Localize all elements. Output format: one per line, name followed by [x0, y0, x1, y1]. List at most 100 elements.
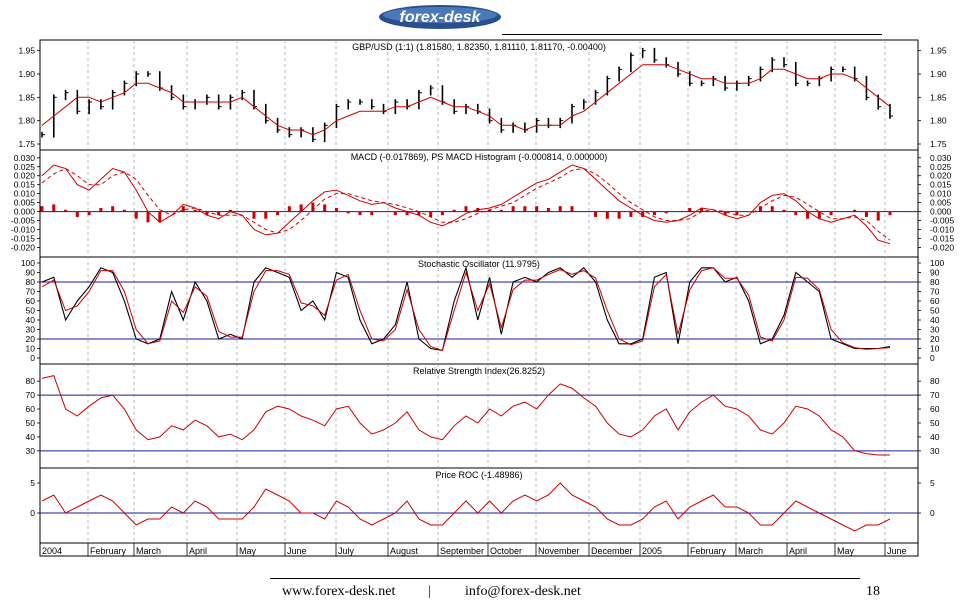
histogram-bar: [393, 211, 397, 216]
y-tick-label-right: 30: [930, 446, 940, 456]
y-tick-label-left: 0.030: [14, 153, 36, 163]
panel-title: Relative Strength Index(26.8252): [413, 366, 545, 376]
histogram-bar: [582, 211, 586, 213]
histogram-bar: [452, 209, 456, 212]
y-tick-label-right: 40: [930, 432, 940, 442]
panel-roc: Price ROC (-1.48986) 0 0 5 5: [30, 470, 935, 532]
histogram-bar: [405, 211, 409, 216]
histogram-bar: [464, 206, 468, 212]
histogram-bar: [488, 209, 492, 212]
histogram-bar: [181, 206, 185, 212]
y-tick-label-left: 40: [26, 432, 36, 442]
y-tick-label-right: 0.025: [930, 162, 952, 172]
histogram-bar: [64, 209, 68, 212]
histogram-bar: [605, 211, 609, 219]
histogram-bar: [664, 211, 668, 214]
histogram-bar: [535, 206, 539, 212]
y-tick-label-left: -0.015: [11, 233, 35, 243]
x-tick-label: April: [189, 546, 207, 556]
series-line: [41, 482, 891, 532]
y-tick-label-left: 0: [30, 353, 35, 363]
panel-title: Price ROC (-1.48986): [435, 470, 522, 480]
x-tick-label: 2005: [642, 546, 662, 556]
y-tick-label-right: -0.005: [930, 216, 954, 226]
histogram-bar: [346, 211, 350, 214]
y-tick-label-left: 80: [26, 376, 36, 386]
footer-rule: [270, 578, 860, 579]
y-tick-label-right: 0.030: [930, 153, 952, 163]
y-tick-label-left: 0.025: [14, 162, 36, 172]
histogram-bar: [40, 206, 44, 212]
series-line: [41, 164, 891, 245]
histogram-bar: [264, 211, 268, 219]
y-tick-label-right: -0.020: [930, 242, 954, 252]
series-line: [41, 267, 891, 352]
histogram-bar: [429, 211, 433, 217]
y-tick-label-left: 10: [26, 344, 36, 354]
y-tick-label-left: 0.005: [14, 198, 36, 208]
histogram-bar: [617, 211, 621, 219]
histogram-bar: [570, 206, 574, 212]
histogram-bar: [794, 211, 798, 216]
page-number: 18: [866, 584, 880, 599]
histogram-bar: [829, 211, 833, 216]
histogram-bar: [358, 211, 362, 216]
histogram-bar: [299, 204, 303, 212]
logo-text: forex-desk: [400, 9, 482, 26]
histogram-bar: [370, 211, 374, 216]
panel-rsi: Relative Strength Index(26.8252) 30 30 40 40…: [26, 366, 940, 456]
y-tick-label-left: 40: [26, 315, 36, 325]
histogram-bar: [440, 211, 444, 216]
header-rule: [502, 34, 882, 35]
histogram-bar: [652, 211, 656, 216]
histogram-bar: [641, 211, 645, 217]
series-line: [41, 375, 890, 456]
series-line: [41, 64, 891, 136]
histogram-bar: [276, 211, 280, 216]
histogram-bar: [546, 207, 550, 212]
panel-price: GBP/USD (1:1) (1.81580, 1.82350, 1.81110…: [18, 42, 946, 149]
x-tick-label: June: [287, 546, 307, 556]
y-tick-label-right: 0: [930, 508, 935, 518]
histogram-bar: [170, 211, 174, 213]
y-tick-label-right: 50: [930, 418, 940, 428]
histogram-bar: [252, 211, 256, 219]
histogram-bar: [228, 209, 232, 212]
y-tick-label-right: 1.75: [930, 139, 947, 149]
histogram-bar: [523, 206, 527, 212]
x-tick-label: April: [789, 546, 807, 556]
x-tick-label: May: [239, 546, 257, 556]
histogram-bar: [122, 209, 126, 212]
histogram-bar: [87, 211, 91, 216]
y-tick-label-left: 0.020: [14, 171, 36, 181]
y-tick-label-right: 0.020: [930, 171, 952, 181]
y-tick-label-left: -0.005: [11, 216, 35, 226]
histogram-bar: [758, 206, 762, 212]
histogram-bar: [711, 211, 715, 213]
y-tick-label-left: 1.75: [18, 139, 35, 149]
histogram-bar: [888, 211, 892, 216]
y-tick-label-right: 70: [930, 390, 940, 400]
histogram-bar: [864, 211, 868, 217]
x-tick-label: 2004: [42, 546, 62, 556]
histogram-bar: [146, 211, 150, 223]
histogram-bar: [782, 209, 786, 212]
y-tick-label-right: 20: [930, 334, 940, 344]
x-tick-label: May: [837, 546, 855, 556]
y-tick-label-left: -0.010: [11, 224, 35, 234]
y-tick-label-right: 5: [930, 478, 935, 488]
y-tick-label-left: 1.85: [18, 92, 35, 102]
x-tick-label: February: [690, 546, 727, 556]
y-tick-label-right: 40: [930, 315, 940, 325]
y-tick-label-left: 50: [26, 418, 36, 428]
histogram-bar: [511, 206, 515, 212]
footer-email[interactable]: info@forex-desk.net: [465, 584, 581, 599]
histogram-bar: [52, 204, 56, 212]
y-tick-label-right: 1.85: [930, 92, 947, 102]
histogram-bar: [817, 211, 821, 219]
footer-website[interactable]: www.forex-desk.net: [282, 584, 396, 599]
histogram-bar: [629, 211, 633, 217]
histogram-bar: [499, 209, 503, 212]
histogram-bar: [688, 207, 692, 212]
